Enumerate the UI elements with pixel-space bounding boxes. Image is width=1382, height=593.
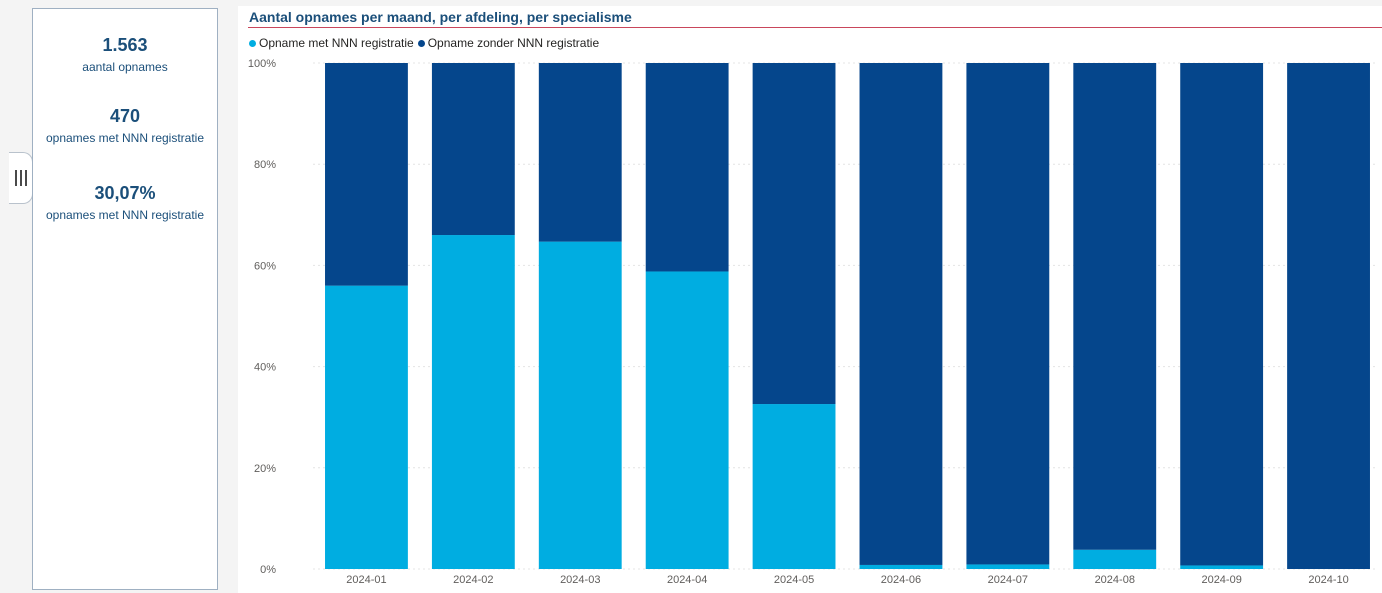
bar-segment-met [431, 235, 515, 570]
kpi-panel: 1.563 aantal opnames 470 opnames met NNN… [32, 8, 218, 590]
kpi-label: opnames met NNN registratie [45, 131, 205, 145]
x-tick-label: 2024-09 [1201, 574, 1241, 586]
bar-segment-zonder [1180, 63, 1264, 566]
bar-segment-met [859, 564, 943, 569]
kpi-nnn-percentage: 30,07% opnames met NNN registratie [33, 182, 217, 222]
legend-dot-icon [249, 39, 256, 47]
kpi-label: opnames met NNN registratie [45, 208, 205, 222]
kpi-label: aantal opnames [82, 60, 168, 74]
x-tick-label: 2024-03 [560, 574, 600, 586]
bar-segment-met [325, 285, 408, 569]
bar-segment-met [1073, 549, 1157, 569]
bar-segment-zonder [1073, 63, 1157, 550]
chart-card: Aantal opnames per maand, per afdeling, … [238, 6, 1382, 593]
bar-segment-zonder [645, 63, 729, 272]
bar-segment-met [1180, 565, 1264, 569]
legend-dot-icon [417, 39, 425, 47]
x-tick-label: 2024-04 [667, 574, 707, 586]
y-tick-label: 20% [254, 463, 276, 475]
x-tick-label: 2024-01 [346, 574, 386, 586]
bar-segment-met [752, 404, 836, 569]
x-tick-label: 2024-02 [453, 574, 493, 586]
collapse-panel-handle[interactable] [9, 152, 33, 204]
legend-label: Opname zonder NNN registratie [427, 36, 600, 50]
y-tick-label: 80% [254, 159, 276, 171]
stacked-bar-chart: 0% 20% 40% 60% 80% 100% 2024-01 2024-02 2024-03 2… [248, 58, 1378, 586]
bar-segment-zonder [431, 63, 515, 236]
bar-segment-zonder [859, 63, 943, 565]
bar-segment-met [966, 564, 1050, 569]
y-tick-label: 100% [248, 58, 276, 70]
bar-segment-zonder [1287, 63, 1370, 569]
legend-item-met[interactable]: Opname met NNN registratie [249, 36, 414, 50]
legend-label: Opname met NNN registratie [259, 36, 414, 50]
kpi-value: 470 [109, 106, 141, 126]
title-divider [248, 27, 1382, 28]
chart-legend: Opname met NNN registratie Opname zonder… [249, 36, 603, 50]
grip-lines-icon [14, 170, 27, 186]
kpi-value: 1.563 [102, 35, 148, 55]
y-tick-label: 0% [260, 564, 276, 576]
x-tick-label: 2024-06 [881, 574, 921, 586]
x-tick-label: 2024-05 [774, 574, 814, 586]
x-tick-label: 2024-08 [1095, 574, 1135, 586]
y-tick-label: 60% [254, 260, 276, 272]
bar-segment-zonder [752, 63, 836, 405]
bar-segment-met [538, 241, 622, 570]
bar-segment-zonder [966, 63, 1050, 565]
kpi-total-admissions: 1.563 aantal opnames [33, 34, 217, 74]
bar-segment-zonder [325, 63, 408, 286]
kpi-nnn-count: 470 opnames met NNN registratie [33, 105, 217, 145]
bar-segment-met [645, 271, 729, 569]
kpi-value: 30,07% [94, 183, 156, 203]
bar-segment-zonder [538, 63, 622, 242]
x-tick-label: 2024-10 [1308, 574, 1348, 586]
x-tick-label: 2024-07 [988, 574, 1028, 586]
y-tick-label: 40% [254, 362, 276, 374]
legend-item-zonder[interactable]: Opname zonder NNN registratie [417, 36, 600, 50]
chart-title: Aantal opnames per maand, per afdeling, … [249, 9, 632, 25]
